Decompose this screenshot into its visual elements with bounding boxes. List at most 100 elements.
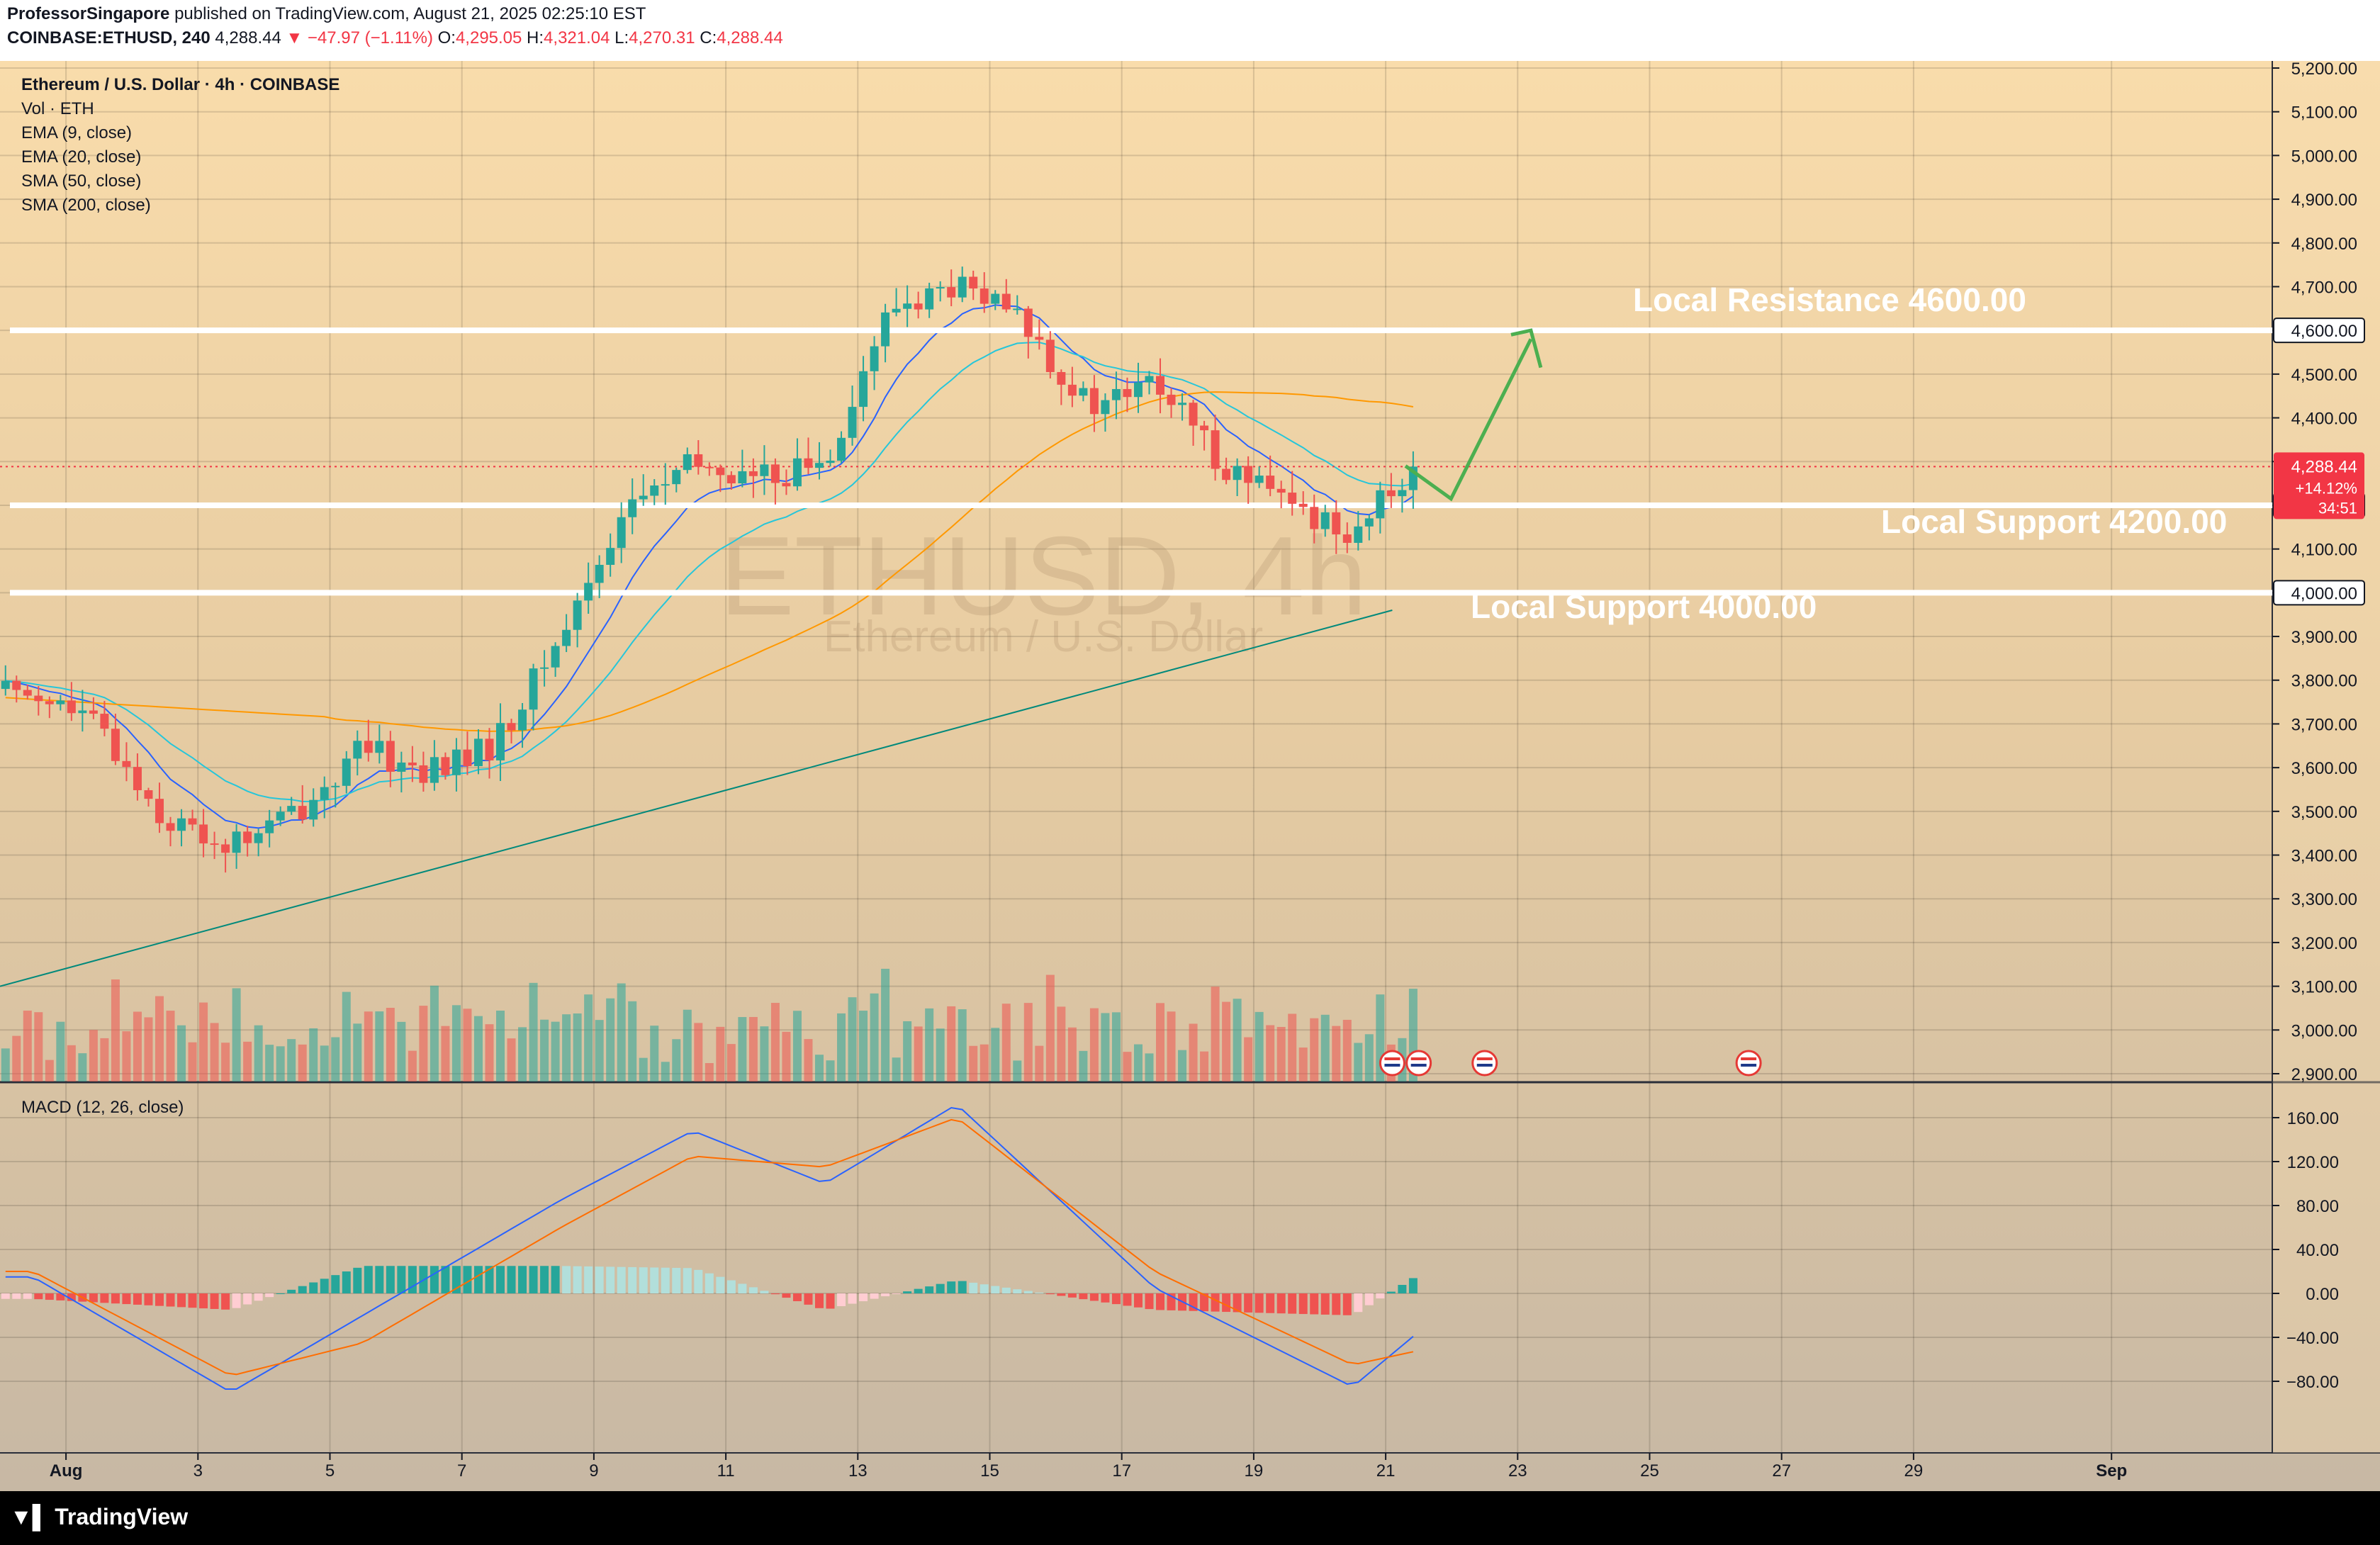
brand-label: TradingView (55, 1504, 189, 1529)
volume-bar (1045, 974, 1055, 1082)
candle-body (925, 288, 934, 310)
volume-bar (100, 1038, 109, 1082)
time-tick-label: 23 (1508, 1461, 1527, 1481)
candle-body (1354, 526, 1363, 543)
candle-body (309, 799, 318, 820)
macd-histogram-bar (892, 1293, 901, 1294)
annotation-support-4200[interactable]: Local Support 4200.00 (1881, 503, 2227, 540)
candle-body (1167, 394, 1176, 405)
candle-body (1035, 337, 1044, 340)
candle-body (1057, 371, 1066, 385)
chart-area[interactable]: ETHUSD, 4h Ethereum / U.S. Dollar Ethere… (0, 60, 2380, 1491)
macd-histogram-bar (254, 1293, 263, 1301)
projection-arrow[interactable] (1404, 328, 1543, 502)
candle-body (397, 762, 406, 772)
candle-body (1310, 507, 1319, 529)
candle-body (342, 758, 351, 786)
annotation-support-4000[interactable]: Local Support 4000.00 (1471, 588, 1817, 625)
price-change: ▼ −47.97 (−1.11%) (286, 28, 433, 47)
sma50-line (5, 391, 1414, 732)
macd-histogram-bar (408, 1266, 417, 1293)
volume-bar (188, 1042, 197, 1082)
candle-body (1123, 388, 1132, 398)
macd-histogram-bar (991, 1286, 1000, 1293)
legend-volume[interactable]: Vol · ETH (21, 99, 94, 118)
volume-bar (298, 1044, 307, 1082)
candle-body (67, 700, 76, 714)
level-annotations[interactable]: Local Resistance 4600.00 Local Support 4… (1471, 281, 2227, 625)
volume-bar (936, 1028, 945, 1082)
candle-body (694, 454, 703, 467)
author-name[interactable]: ProfessorSingapore (7, 4, 170, 23)
volume-bar (1211, 987, 1220, 1082)
macd-histogram-bar (551, 1266, 560, 1293)
volume-bar (1057, 1006, 1066, 1082)
volume-bar (287, 1039, 296, 1082)
macd-histogram-bar (265, 1293, 274, 1298)
volume-bar (573, 1013, 582, 1082)
time-tick-label: 13 (848, 1461, 868, 1481)
volume-bar (232, 988, 241, 1082)
macd-histogram-bar (1342, 1293, 1352, 1315)
macd-histogram-bar (782, 1293, 791, 1298)
candle-body (792, 458, 802, 487)
volume-bar (419, 1006, 428, 1082)
macd-title[interactable]: MACD (12, 26, close) (21, 1098, 184, 1117)
volume-bar (1023, 1003, 1033, 1082)
macd-histogram-bar (1111, 1293, 1121, 1305)
macd-histogram-bar (1089, 1293, 1099, 1301)
volume-bar (1354, 1043, 1363, 1082)
volume-bar (199, 1002, 208, 1082)
time-tick-label: Sep (2096, 1461, 2127, 1481)
volume-bar (1035, 1045, 1044, 1082)
macd-pane (1, 1106, 1418, 1390)
candle-body (726, 475, 736, 483)
volume-bar (1200, 1051, 1209, 1082)
macd-histogram-bar (309, 1282, 318, 1293)
legend-ema9[interactable]: EMA (9, close) (21, 123, 132, 142)
candle-body (419, 765, 428, 783)
volume-bar (485, 1024, 494, 1082)
macd-axis[interactable]: 160.00 120.00 80.00 40.00 0.00 −40.00 −80.00 (2272, 1109, 2339, 1392)
tv-logo-icon: ▼▌ (10, 1504, 49, 1529)
candle-body (463, 749, 472, 767)
price-axis[interactable]: 5,200.00 5,100.00 5,000.00 4,900.00 4,800.00… (2272, 60, 2380, 1453)
candle-body (738, 471, 747, 483)
volume-bar (870, 993, 879, 1082)
candle-body (353, 741, 362, 759)
macd-histogram-bar (529, 1266, 538, 1293)
candle-body (56, 700, 65, 704)
tradingview-logo[interactable]: ▼▌ TradingView (10, 1504, 188, 1530)
legend-title[interactable]: Ethereum / U.S. Dollar · 4h · COINBASE (21, 75, 339, 94)
candle-body (947, 287, 956, 298)
candle-body (1067, 384, 1077, 396)
legend-sma50[interactable]: SMA (50, close) (21, 172, 141, 191)
macd-histogram-bar (1386, 1291, 1396, 1293)
candle-body (518, 709, 527, 731)
volume-bar (45, 1060, 54, 1082)
event-markers[interactable] (1379, 1050, 1762, 1077)
volume-bar (12, 1035, 21, 1082)
chart-canvas[interactable]: ETHUSD, 4h Ethereum / U.S. Dollar Ethere… (0, 60, 2380, 1491)
us-flag-icon (1405, 1050, 1432, 1077)
candle-body (661, 484, 670, 486)
candle-body (595, 564, 604, 583)
volume-bar (254, 1025, 263, 1082)
key-levels (0, 327, 2272, 596)
candle-body (1001, 293, 1011, 310)
legend-ema20[interactable]: EMA (20, close) (21, 147, 141, 167)
legend-sma200[interactable]: SMA (200, close) (21, 196, 151, 215)
macd-histogram-bar (23, 1293, 32, 1299)
candle-body (144, 790, 153, 799)
volume-bar (1089, 1008, 1099, 1082)
macd-histogram-bar (760, 1291, 769, 1293)
macd-tick-label: 0.00 (2306, 1285, 2339, 1304)
volume-bar (848, 997, 857, 1082)
annotation-resistance[interactable]: Local Resistance 4600.00 (1633, 281, 2026, 318)
volume-bar (1233, 999, 1242, 1082)
time-axis[interactable]: Aug 3 5 7 9 11 13 15 17 19 21 23 25 27 29 Sep (50, 1453, 2127, 1481)
macd-histogram-bar (1244, 1293, 1253, 1313)
macd-histogram-bar (1211, 1293, 1220, 1312)
macd-histogram-bar (89, 1293, 98, 1303)
watermark-symbol: ETHUSD, 4h (719, 514, 1366, 639)
